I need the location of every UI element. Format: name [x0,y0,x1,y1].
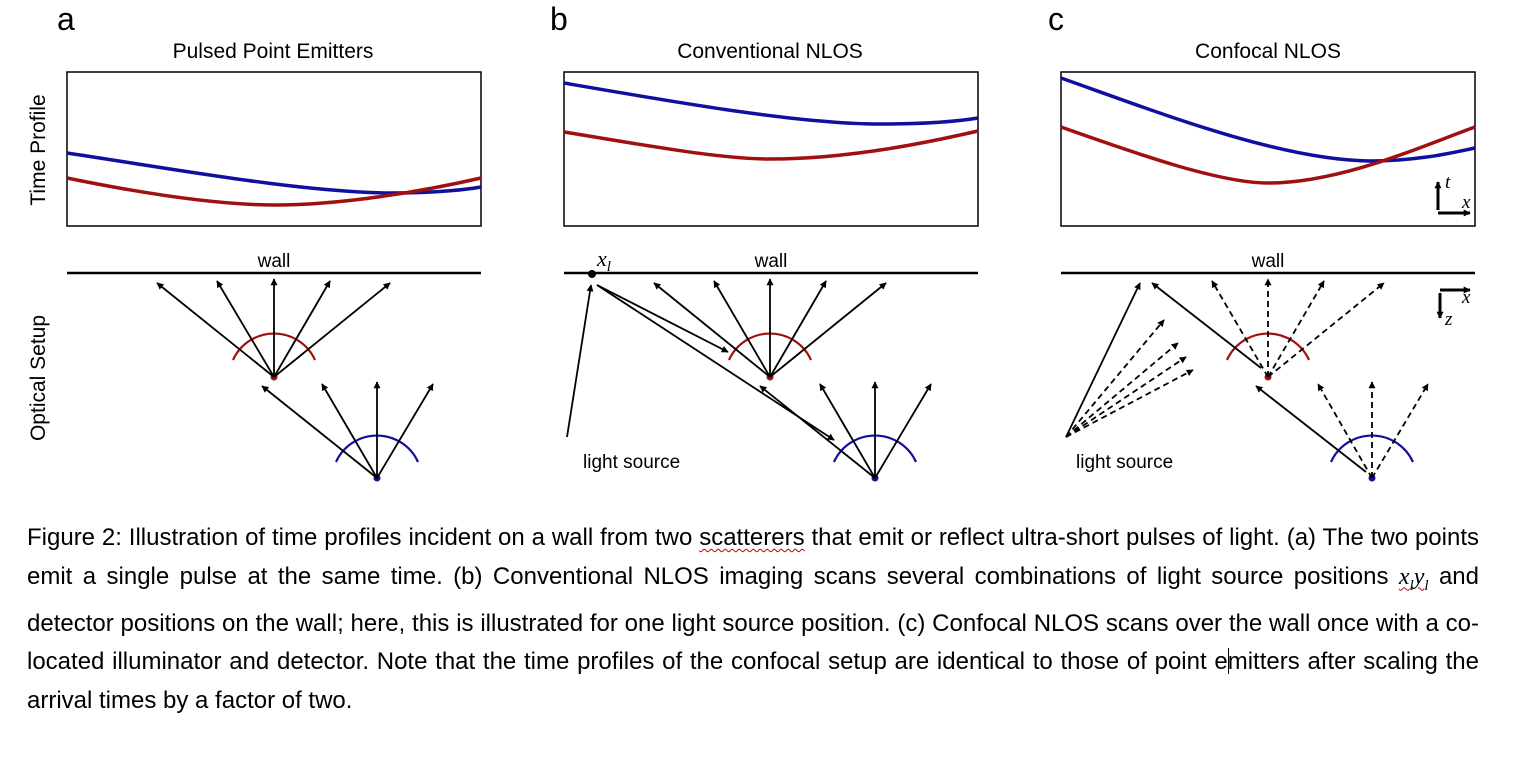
x-axis-label: x [1461,192,1471,213]
panel-b-title: Conventional NLOS [677,40,863,63]
panel-b-source-label: light source [583,452,680,473]
caption-math-xl-yl: xlyl [1398,563,1429,594]
panel-c-light-source: light source [1065,282,1194,473]
panel-c-letter: c [1048,1,1064,37]
t-axis-label: t [1445,172,1451,193]
space-z-label: z [1444,309,1453,330]
panel-b-wall-label: wall [754,251,788,272]
panel-a-blue-emitter [261,381,434,482]
panel-b-blue-emitter [759,381,932,482]
panel-c-wall-label: wall [1251,251,1285,272]
panel-b-time-box [563,71,979,227]
panel-a-blue-curve [66,151,482,195]
panel-c-blue-emitter [1255,381,1429,482]
caption-part-2: that emit or reflect ultra-short pulses … [27,524,1479,590]
panel-c-blue-curve [1060,76,1476,163]
panel-b-blue-curve [563,81,979,126]
panel-c-red-curve [1060,125,1476,185]
panel-b-point-label: xl [596,246,611,275]
time-axis-indicator: t x [1434,172,1471,217]
panel-a-title: Pulsed Point Emitters [173,40,374,63]
panel-b-red-curve [563,129,979,161]
caption-part-1: Figure 2: Illustration of time profiles … [27,524,700,551]
figure-2: a b c Pulsed Point Emitters Conventional… [27,1,1476,482]
panel-c-title: Confocal NLOS [1195,40,1341,63]
row-label-optical-setup: Optical Setup [27,315,50,441]
figure-caption: Figure 2: Illustration of time profiles … [27,519,1479,720]
text-cursor [1227,648,1229,675]
panel-b-light-source-point: xl light source [566,246,835,473]
panel-a-red-emitter [156,278,391,381]
space-x-label: x [1461,287,1471,308]
caption-part-3: and detector positions on the wall; here… [27,562,1480,676]
panel-a-red-curve [66,176,482,207]
panel-c-source-label: light source [1076,452,1173,473]
panel-c-red-emitter [1151,278,1385,381]
caption-spellcheck-word: scatterers [699,524,805,551]
caption-part-4: mitters after scaling the arrival times … [27,648,1479,714]
row-label-time-profile: Time Profile [27,94,50,205]
panel-a-time-box [66,71,482,227]
panel-a-wall-label: wall [257,251,291,272]
panel-a-letter: a [57,1,75,37]
space-axis-indicator: x z [1436,286,1471,330]
panel-b-letter: b [550,1,568,37]
panel-b-red-emitter [653,278,887,381]
